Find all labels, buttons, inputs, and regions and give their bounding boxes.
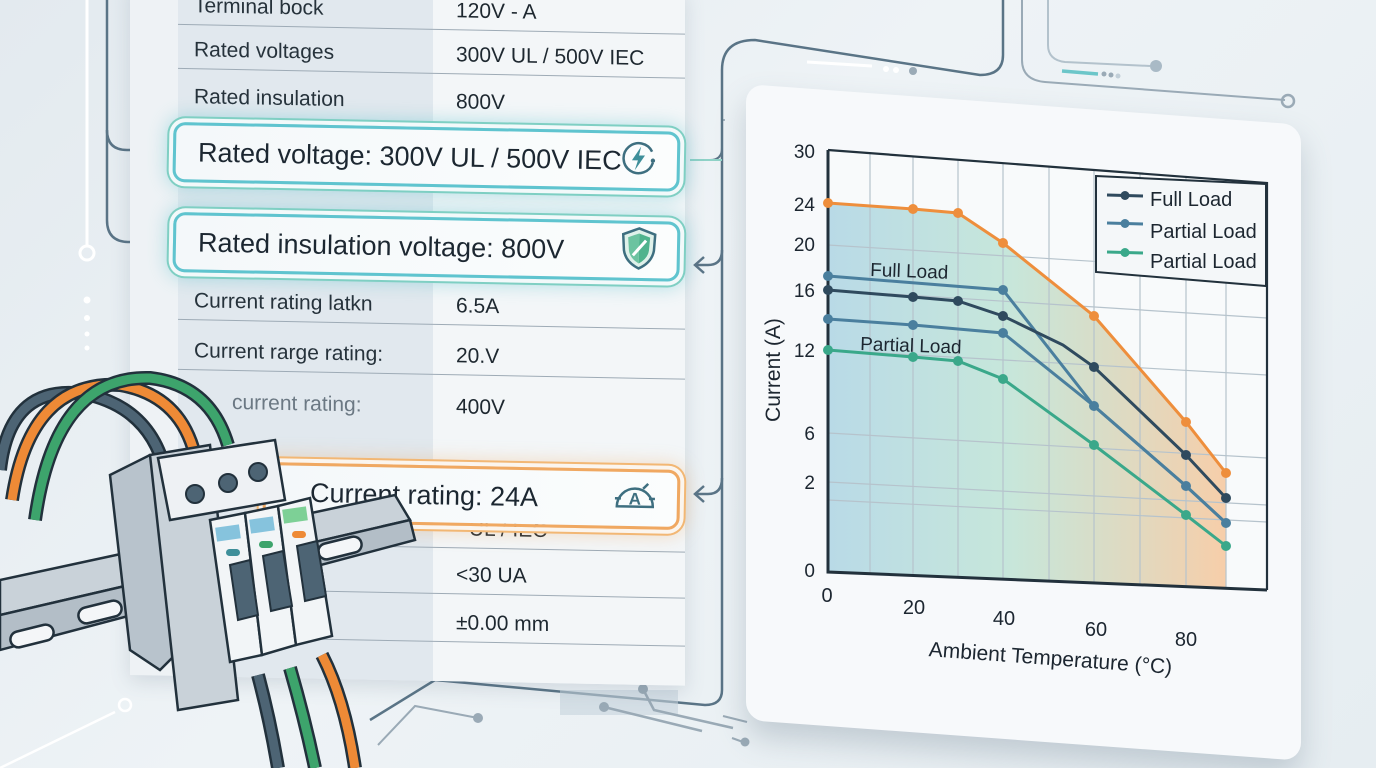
svg-text:2: 2 [804, 473, 815, 494]
series-partial-load [823, 314, 1228, 525]
svg-text:12: 12 [794, 341, 815, 362]
arrow-to-insulation-callout [695, 249, 724, 267]
series-full-load [823, 285, 1231, 503]
callout-insulation-voltage: Rated insulation voltage: 800V [172, 212, 681, 282]
svg-text:80: 80 [1175, 629, 1197, 651]
svg-text:30: 30 [794, 142, 815, 163]
series-max-rating [823, 198, 1231, 478]
svg-text:20: 20 [794, 235, 815, 256]
svg-text:16: 16 [794, 281, 815, 302]
lightning-bolt-icon [618, 138, 659, 184]
shield-icon [618, 225, 659, 277]
svg-text:6: 6 [804, 424, 815, 445]
legend-full-load: Full Load [1150, 189, 1232, 211]
legend-partial-load: Partial Load [1150, 221, 1257, 243]
svg-text:0: 0 [821, 585, 832, 607]
callout-rated-voltage: Rated voltage: 300V UL / 500V IEC [172, 122, 681, 192]
y-axis-ticks: 30 24 20 16 12 6 2 0 [794, 142, 816, 582]
chart-legend: Full Load Partial Load Partial Load [1095, 174, 1267, 288]
arrow-to-current-callout [695, 477, 724, 496]
x-axis-label: Ambient Temperature (°C) [928, 638, 1173, 679]
svg-text:60: 60 [1085, 619, 1107, 641]
x-axis-ticks: 0 20 40 60 80 [821, 585, 1197, 651]
series-partial-load-green [823, 345, 1231, 551]
annotation-full-load: Full Load [870, 260, 949, 284]
legend-partial-load-green: Partial Load [1150, 251, 1257, 273]
svg-text:40: 40 [993, 608, 1015, 630]
svg-text:A: A [629, 490, 642, 509]
ammeter-icon: A [611, 476, 660, 522]
svg-text:20: 20 [903, 597, 925, 619]
svg-text:0: 0 [804, 561, 815, 582]
annotation-partial-load: Partial Load [860, 334, 962, 359]
y-axis-label: Current (A) [762, 318, 785, 422]
callout-current-rating: Current rating: 24A A [262, 462, 681, 530]
svg-text:24: 24 [794, 195, 816, 216]
